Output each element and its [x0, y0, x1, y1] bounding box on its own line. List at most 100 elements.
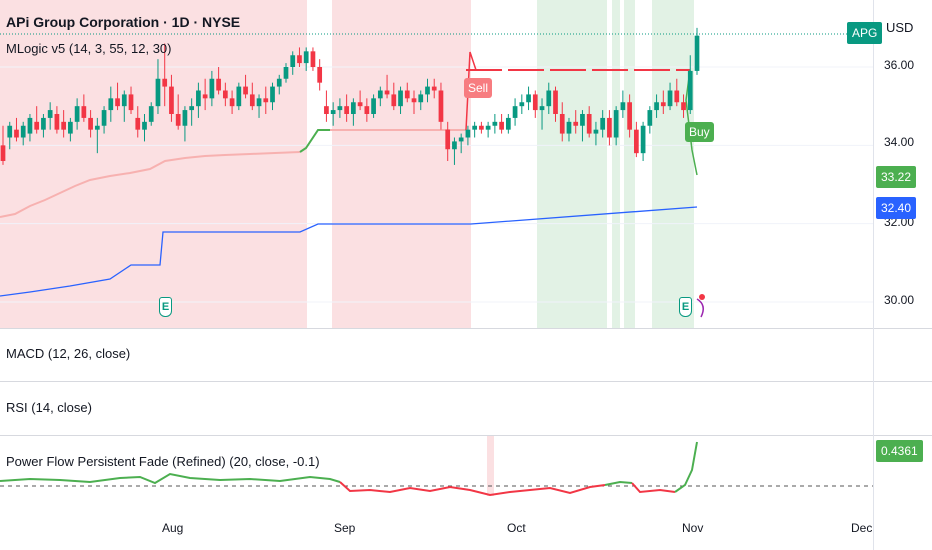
candle-body [472, 125, 478, 130]
pane-divider-main[interactable] [0, 328, 932, 329]
candle-body [694, 35, 700, 71]
candle-body [479, 125, 484, 130]
candle-body [627, 102, 632, 130]
candle-body [371, 98, 376, 114]
candle-body [142, 121, 147, 130]
candle-body [20, 125, 26, 138]
candle-body [654, 102, 659, 111]
candle-body [330, 110, 336, 114]
candle-body [7, 125, 13, 138]
pane-divider-rsi[interactable] [0, 435, 932, 436]
candle-body [438, 90, 444, 122]
signal-background-band [332, 0, 471, 328]
candle-body [445, 129, 451, 150]
indicator-pff-label[interactable]: Power Flow Persistent Fade (Refined) (20… [6, 454, 320, 469]
candle-body [647, 110, 653, 126]
candle-body [613, 110, 619, 138]
candle-body [54, 114, 60, 130]
candle-body [418, 94, 424, 103]
oscillator-line [674, 441, 698, 493]
indicator-rsi-label[interactable]: RSI (14, close) [6, 400, 92, 415]
candle-body [431, 86, 437, 91]
currency-label[interactable]: USD [886, 20, 914, 35]
candle-body [519, 102, 525, 107]
candle-body [148, 106, 154, 122]
earnings-icon[interactable]: E [679, 297, 692, 317]
candle-body [600, 117, 606, 130]
blue-line-value-label: 32.40 [876, 197, 917, 219]
candle-body [88, 117, 93, 130]
candle-body [256, 98, 262, 107]
candle-body [580, 114, 585, 126]
candle-body [196, 90, 201, 107]
candle-body [357, 102, 363, 107]
time-tick: Nov [682, 521, 704, 535]
candle-body [270, 86, 275, 103]
candle-body [47, 110, 53, 118]
candle-body [364, 106, 370, 114]
candle-body [607, 117, 612, 138]
candle-body [337, 106, 343, 111]
earnings-icon[interactable]: E [159, 297, 172, 317]
blue-trend-line [0, 206, 698, 297]
candle-body [553, 90, 558, 114]
candle-body [485, 125, 491, 130]
price-tick: 34.00 [884, 135, 915, 149]
candle-body [411, 98, 417, 103]
candle-body [425, 86, 430, 95]
candle-body [310, 51, 316, 67]
candle-body [243, 86, 248, 95]
buy-signal-label[interactable]: Buy [685, 122, 714, 142]
candle-body [216, 78, 221, 91]
last-price-label: 33.22 [876, 166, 917, 188]
signal-background-band [612, 0, 620, 328]
candle-body [249, 94, 255, 107]
pane-divider-macd[interactable] [0, 381, 932, 382]
candle-body [667, 90, 673, 107]
candle-body [169, 86, 174, 114]
price-tick: 36.00 [884, 58, 915, 72]
candle-body [317, 67, 323, 83]
price-tick: 30.00 [884, 293, 915, 307]
dividend-icon[interactable] [693, 293, 709, 319]
trailing-stop-line [299, 129, 330, 153]
candle-body [81, 106, 87, 118]
time-tick: Sep [334, 521, 356, 535]
indicator-mlogic-label[interactable]: MLogic v5 (14, 3, 55, 12, 30) [6, 41, 172, 56]
signal-background-band [487, 436, 494, 496]
candle-body [465, 129, 471, 138]
candle-body [660, 102, 666, 107]
candle-body [155, 78, 161, 107]
candle-body [182, 110, 188, 126]
candle-body [74, 106, 80, 122]
candle-body [398, 90, 403, 107]
sell-signal-label[interactable]: Sell [464, 78, 493, 98]
indicator-macd-label[interactable]: MACD (12, 26, close) [6, 346, 131, 361]
time-tick: Oct [507, 521, 526, 535]
candle-body [108, 98, 114, 111]
candle-body [115, 98, 120, 107]
candle-body [324, 106, 329, 114]
oscillator-value-label: 0.4361 [876, 440, 923, 462]
candle-body [94, 125, 100, 130]
candle-body [209, 78, 215, 99]
oscillator-line [604, 480, 633, 486]
candle-body [458, 137, 464, 142]
symbol-title[interactable]: APi Group Corporation · 1D · NYSE [6, 14, 241, 30]
trailing-stop-line [0, 151, 301, 218]
candle-body [236, 86, 242, 107]
candle-body [377, 90, 383, 99]
candle-body [391, 94, 397, 107]
candle-body [34, 121, 40, 130]
candle-body [505, 117, 511, 130]
candle-body [344, 106, 349, 114]
candle-body [532, 94, 538, 111]
oscillator-line [339, 481, 606, 497]
candle-body [404, 90, 410, 99]
candle-body [229, 98, 235, 107]
price-axis-border [873, 0, 874, 550]
candle-body [222, 90, 228, 99]
candle-body [573, 121, 579, 126]
oscillator-line [631, 482, 676, 494]
